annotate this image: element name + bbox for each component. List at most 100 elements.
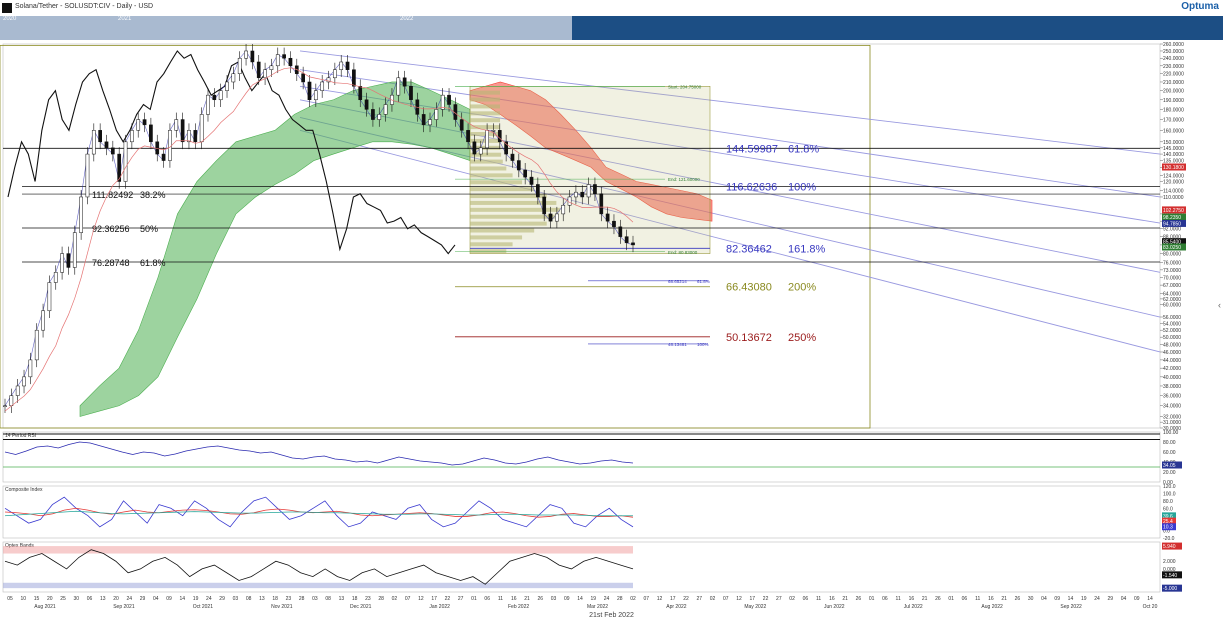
price-axis-label: 36.0000 bbox=[1163, 394, 1181, 400]
time-axis-day-label: 19 bbox=[590, 596, 596, 602]
time-axis-day-label: 29 bbox=[219, 596, 225, 602]
price-axis-label: 70.0000 bbox=[1163, 275, 1181, 281]
volume-profile-bar bbox=[470, 111, 501, 116]
time-axis-day-label: 28 bbox=[299, 596, 305, 602]
candle-body bbox=[396, 77, 401, 96]
optex-value-flag bbox=[1162, 542, 1182, 550]
candle-body bbox=[371, 109, 375, 120]
candle-body bbox=[586, 184, 591, 198]
candle-body bbox=[580, 191, 585, 198]
candle-body bbox=[142, 119, 147, 126]
composite-axis-label: -20.0 bbox=[1163, 536, 1175, 542]
time-axis-month-label: Mar 2022 bbox=[587, 604, 608, 610]
annotation-label: End: 80.83000 bbox=[668, 250, 698, 255]
fib-level-percent: 200% bbox=[788, 282, 816, 294]
candle-body bbox=[218, 90, 223, 101]
annotation-label: Start: 204.75000 bbox=[668, 84, 702, 89]
time-axis-day-label: 13 bbox=[259, 596, 265, 602]
composite-series-line bbox=[4, 496, 634, 528]
candle-body bbox=[523, 169, 528, 178]
volume-profile-bar bbox=[470, 200, 557, 205]
time-axis-day-label: 07 bbox=[643, 596, 649, 602]
trend-channel-line bbox=[299, 129, 1161, 353]
candle-body bbox=[599, 193, 604, 215]
time-axis-day-label: 04 bbox=[153, 596, 159, 602]
price-axis-label: 260.0000 bbox=[1163, 42, 1184, 48]
time-axis-day-label: 07 bbox=[723, 596, 729, 602]
candle-body bbox=[263, 69, 267, 79]
candle-body bbox=[478, 147, 483, 155]
price-axis-label: 180.0000 bbox=[1163, 107, 1184, 113]
candle-body bbox=[555, 213, 559, 222]
time-axis-day-label: 24 bbox=[127, 596, 133, 602]
price-axis-label: 50.0000 bbox=[1163, 335, 1181, 341]
price-flag-label: 98.2350 bbox=[1163, 215, 1181, 221]
price-flag bbox=[1162, 238, 1186, 246]
time-axis-month-label: Oct 2021 bbox=[193, 604, 214, 610]
time-axis-day-label: 10 bbox=[20, 596, 26, 602]
volume-profile-bar bbox=[470, 207, 560, 212]
current-date: 21st Feb 2022 bbox=[589, 612, 634, 619]
time-axis-day-label: 23 bbox=[365, 596, 371, 602]
candle-body bbox=[28, 359, 33, 378]
time-axis-day-label: 23 bbox=[286, 596, 292, 602]
time-navigator[interactable]: 2020 2021 2022 bbox=[0, 16, 1223, 40]
price-axis-label: 62.0000 bbox=[1163, 297, 1181, 303]
time-axis-day-label: 04 bbox=[1041, 596, 1047, 602]
price-axis-label: 150.0000 bbox=[1163, 140, 1184, 146]
fib-level-percent: 61.8% bbox=[788, 143, 819, 155]
time-axis-day-label: 27 bbox=[697, 596, 703, 602]
optex-value-flag bbox=[1162, 571, 1182, 579]
time-axis-day-label: 14 bbox=[180, 596, 186, 602]
time-axis-day-label: 24 bbox=[604, 596, 610, 602]
candle-body bbox=[193, 130, 198, 143]
volume-profile-bar bbox=[470, 194, 547, 199]
time-axis-day-label: 02 bbox=[789, 596, 795, 602]
candle-body bbox=[624, 236, 629, 244]
time-axis-month-label: Sep 2022 bbox=[1060, 604, 1082, 610]
fib-projection-price: 68.65214 bbox=[668, 279, 687, 284]
price-axis-label: 67.0000 bbox=[1163, 283, 1181, 289]
price-axis-label: 120.0000 bbox=[1163, 179, 1184, 185]
composite-axis-label: 120.0 bbox=[1163, 484, 1176, 490]
collapse-panel-icon[interactable]: ‹ bbox=[1218, 300, 1221, 310]
time-axis-day-label: 17 bbox=[750, 596, 756, 602]
optex-line bbox=[4, 549, 634, 585]
time-axis-day-label: 01 bbox=[471, 596, 477, 602]
time-axis-day-label: 06 bbox=[87, 596, 93, 602]
volume-profile-bar bbox=[470, 214, 557, 219]
candle-body bbox=[91, 130, 96, 155]
navigator-window[interactable] bbox=[0, 16, 572, 40]
time-axis-day-label: 27 bbox=[776, 596, 782, 602]
time-axis-day-label: 13 bbox=[100, 596, 106, 602]
price-axis-label: 34.0000 bbox=[1163, 404, 1181, 410]
price-axis-label: 88.0000 bbox=[1163, 235, 1181, 241]
time-axis-month-label: May 2022 bbox=[744, 604, 766, 610]
candle-body bbox=[409, 86, 413, 101]
price-axis-label: 145.0000 bbox=[1163, 146, 1184, 152]
candle-body bbox=[123, 141, 128, 182]
time-axis-month-label: Oct 20 bbox=[1143, 604, 1158, 610]
candle-body bbox=[307, 81, 312, 101]
candle-body bbox=[466, 130, 470, 143]
price-axis-label: 210.0000 bbox=[1163, 80, 1184, 86]
candle-body bbox=[605, 213, 610, 222]
navigator-year-label: 2020 bbox=[3, 16, 17, 22]
time-axis-day-label: 09 bbox=[166, 596, 172, 602]
fib-level-price: 66.43080 bbox=[726, 282, 772, 294]
price-axis-label: 42.0000 bbox=[1163, 366, 1181, 372]
time-axis-day-label: 02 bbox=[392, 596, 398, 602]
candle-body bbox=[79, 196, 83, 233]
candle-body bbox=[345, 61, 350, 70]
trend-channel-line bbox=[299, 69, 1161, 198]
time-axis-day-label: 22 bbox=[763, 596, 769, 602]
optex-axis-label: 0.000 bbox=[1163, 567, 1176, 573]
optex-value-flag-label: 5.940 bbox=[1163, 544, 1176, 550]
time-axis-day-label: 05 bbox=[7, 596, 13, 602]
composite-axis-label: 80.0 bbox=[1163, 499, 1173, 505]
optex-axis-label: 2.000 bbox=[1163, 559, 1176, 565]
time-axis-day-label: 01 bbox=[948, 596, 954, 602]
time-axis-day-label: 09 bbox=[1054, 596, 1060, 602]
time-axis-day-label: 25 bbox=[60, 596, 66, 602]
